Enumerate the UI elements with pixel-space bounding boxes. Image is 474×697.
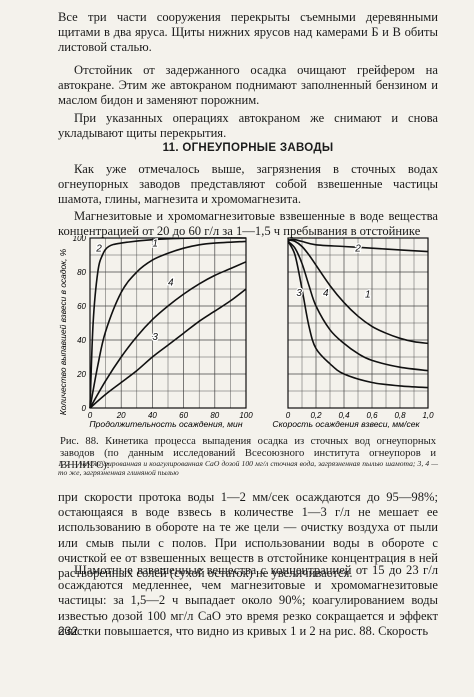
left-x-tick-label: 0 [88, 411, 93, 420]
y-tick-label: 60 [77, 302, 86, 311]
left-curve-2 [89, 237, 247, 409]
left-curve-label-3: 3 [152, 332, 158, 343]
left-curve-3 [89, 288, 247, 409]
left-curve-4 [89, 261, 247, 409]
y-tick-label: 40 [77, 336, 86, 345]
y-tick-label: 80 [77, 268, 86, 277]
right-curve-label-1: 1 [365, 290, 371, 301]
left-x-tick-label: 60 [179, 411, 188, 420]
right-x-tick-label: 1,0 [422, 411, 434, 420]
paragraph-bottom-1: при скорости протока воды 1—2 мм/сек оса… [58, 490, 438, 581]
figure-footnote: 1, 2 — некоагулированная и коагулированн… [58, 459, 438, 477]
left-x-tick-label: 40 [148, 411, 157, 420]
right-x-tick-label: 0,2 [310, 411, 322, 420]
left-curve-label-4: 4 [168, 278, 174, 289]
section-title: 11. ОГНЕУПОРНЫЕ ЗАВОДЫ [162, 142, 334, 154]
chart-right-panel: 0 0,2 0,4 0,6 0,8 1,0 2 3 4 1 [286, 237, 434, 420]
right-x-axis-label: Скорость осаждения взвеси, мм/сек [272, 419, 420, 429]
right-x-tick-label: 0,6 [366, 411, 378, 420]
left-x-tick-label: 20 [116, 411, 126, 420]
left-curve-label-2: 2 [95, 244, 102, 255]
y-tick-label: 0 [82, 404, 87, 413]
paragraph-mid-2: Магнезитовые и хромомагнезитовые взвешен… [58, 209, 438, 239]
right-curve-3 [287, 240, 429, 389]
y-axis-label: Количество выпавшей взвеси в осадок, % [58, 248, 68, 415]
chart-left-panel: 0 20 40 60 80 100 100 80 60 40 20 0 2 1 4 3 [73, 236, 254, 420]
right-curve-label-3: 3 [296, 288, 302, 299]
right-x-tick-label: 0,4 [338, 411, 350, 420]
left-x-axis-label: Продолжительность осаждения, мин [89, 419, 242, 429]
right-curve-1 [287, 238, 429, 345]
paragraph-bottom-2: Шамотные взвешенные вещества с концентра… [58, 563, 438, 638]
right-curve-2 [287, 238, 429, 253]
right-curve-4 [287, 240, 429, 372]
paragraph-top-1: Все три части сооружения перекрыты съемн… [58, 10, 438, 55]
paragraph-mid-1: Как уже отмечалось выше, загрязнения в с… [58, 162, 438, 207]
y-tick-label: 20 [76, 370, 86, 379]
right-x-tick-label: 0 [286, 411, 291, 420]
left-frame [89, 237, 247, 409]
paragraph-top-3: При указанных операциях автокраном же сн… [58, 111, 438, 141]
figure-caption: Рис. 88. Кинетика процесса выпадения оса… [60, 436, 436, 471]
y-tick-label: 100 [73, 236, 87, 243]
right-curve-label-2: 2 [354, 244, 361, 255]
right-frame [287, 237, 429, 409]
left-curve-label-1: 1 [152, 239, 158, 250]
paragraph-top-2: Отстойник от задержанного осадка очищают… [58, 63, 438, 108]
left-x-tick-label: 100 [239, 411, 253, 420]
right-x-tick-label: 0,8 [394, 411, 406, 420]
right-curve-label-4: 4 [323, 288, 329, 299]
left-curve-1 [89, 240, 247, 409]
left-x-tick-label: 80 [210, 411, 219, 420]
page-number: 232 [58, 624, 79, 638]
